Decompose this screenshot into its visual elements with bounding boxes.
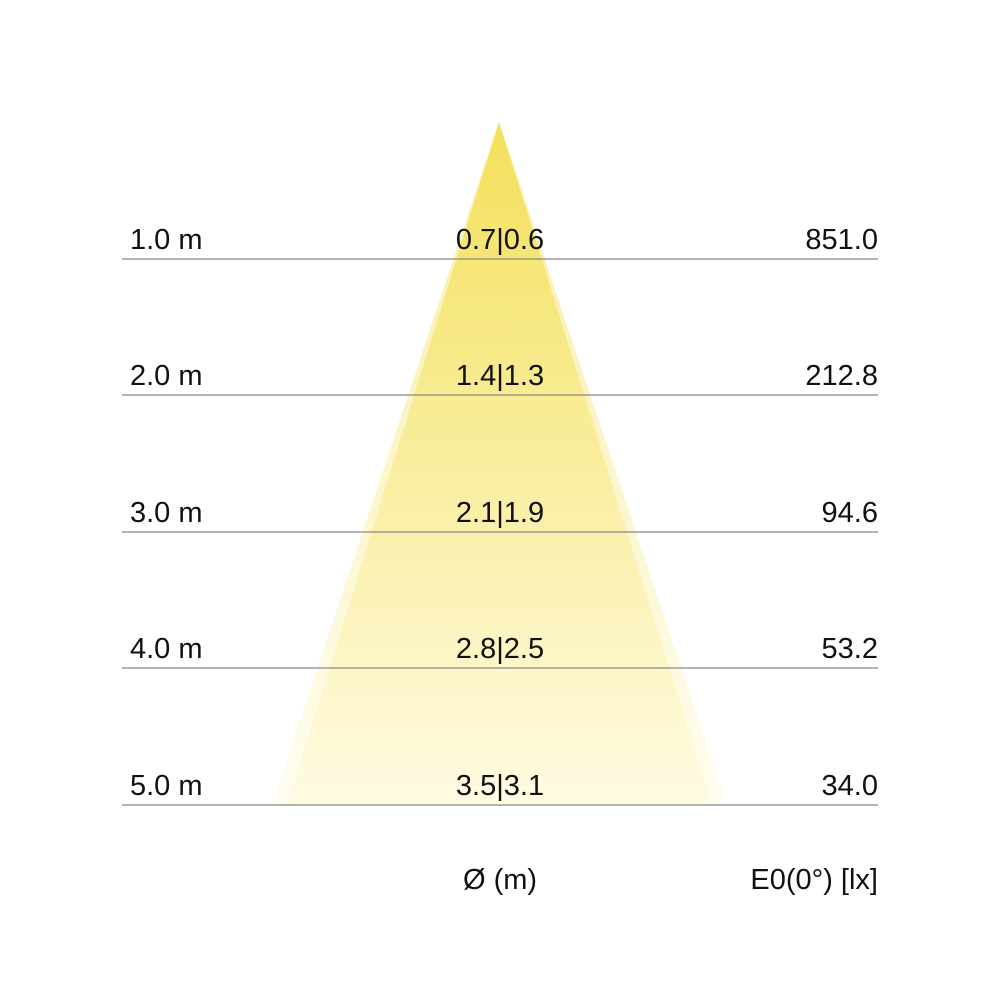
distance-label: 4.0 m — [130, 633, 203, 665]
illuminance-value: 851.0 — [805, 224, 878, 256]
illuminance-value: 34.0 — [821, 770, 878, 802]
diameter-column-label: Ø (m) — [462, 864, 538, 896]
illuminance-column-label: E0(0°) [lx] — [750, 864, 878, 896]
diameter-value: 0.7|0.6 — [455, 224, 545, 256]
diameter-value: 2.1|1.9 — [455, 497, 545, 529]
distance-label: 1.0 m — [130, 224, 203, 256]
illuminance-value: 94.6 — [821, 497, 878, 529]
diameter-value: 1.4|1.3 — [455, 360, 545, 392]
illuminance-value: 212.8 — [805, 360, 878, 392]
diameter-value: 3.5|3.1 — [455, 770, 545, 802]
distance-label: 5.0 m — [130, 770, 203, 802]
distance-label: 2.0 m — [130, 360, 203, 392]
distance-label: 3.0 m — [130, 497, 203, 529]
inner-beam-cone — [287, 122, 712, 805]
diameter-value: 2.8|2.5 — [455, 633, 545, 665]
illuminance-value: 53.2 — [821, 633, 878, 665]
